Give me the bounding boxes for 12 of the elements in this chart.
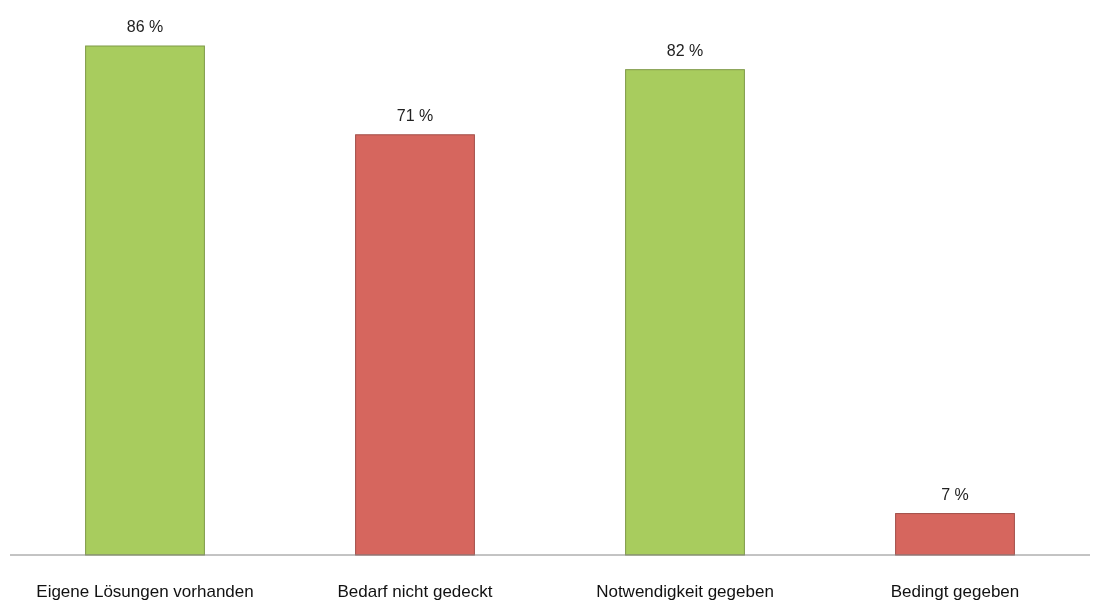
bar <box>355 134 475 556</box>
bar <box>85 45 205 556</box>
x-tick-label: Eigene Lösungen vorhanden <box>36 582 254 601</box>
data-label: 86 % <box>126 18 164 35</box>
bar <box>895 513 1015 556</box>
x-tick-label: Bedarf nicht gedeckt <box>337 582 493 601</box>
data-label: 71 % <box>396 106 434 124</box>
x-tick-label: Notwendigkeit gegeben <box>596 582 774 601</box>
bar <box>625 69 745 556</box>
x-tick-label: Bedingt gegeben <box>890 582 1020 601</box>
data-label: 7 % <box>941 485 969 503</box>
data-label: 82 % <box>666 41 704 59</box>
